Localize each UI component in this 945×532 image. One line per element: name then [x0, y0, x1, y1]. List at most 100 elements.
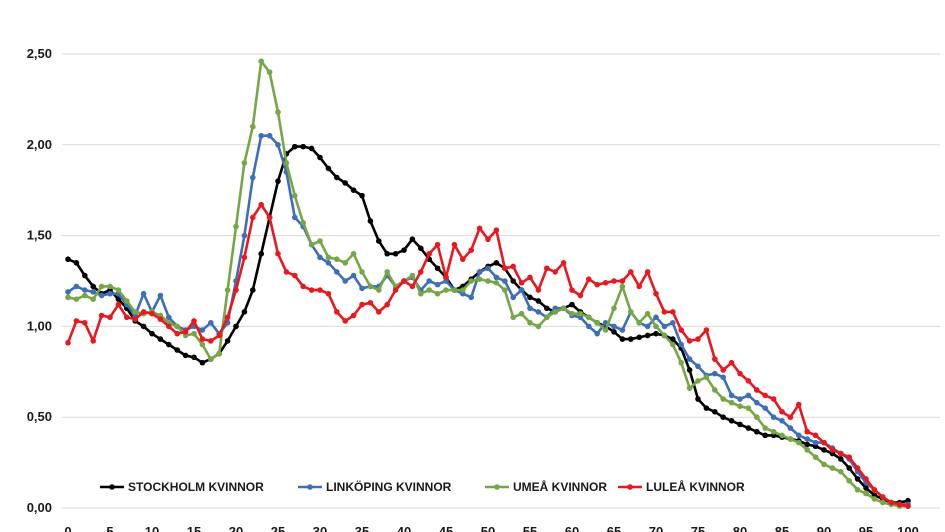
data-point: [443, 274, 449, 281]
data-point: [518, 280, 525, 286]
data-point: [275, 109, 281, 115]
data-point: [250, 214, 256, 221]
data-point: [317, 287, 323, 293]
data-point: [804, 447, 810, 453]
legend-marker: [627, 484, 633, 490]
data-point: [619, 336, 626, 342]
data-point: [812, 432, 819, 439]
data-point: [300, 283, 307, 290]
data-point: [485, 278, 491, 284]
data-point: [670, 336, 676, 342]
data-point: [686, 338, 693, 344]
data-point: [208, 338, 214, 344]
data-point: [779, 408, 785, 415]
data-point: [502, 287, 508, 293]
data-point: [619, 283, 626, 290]
data-point: [334, 174, 340, 181]
data-point: [762, 392, 768, 399]
data-point: [476, 225, 483, 232]
data-point: [796, 401, 802, 408]
x-tick-label: 60: [565, 524, 579, 532]
data-point: [115, 296, 122, 302]
data-point: [233, 287, 239, 293]
data-point: [283, 269, 290, 275]
data-point: [678, 327, 684, 333]
x-axis: 0 5 10 15 20 25 30 35 40 45 50 55 60 65 70 75 80 85 90 95 10…: [64, 524, 918, 532]
data-point: [460, 256, 466, 263]
data-point: [367, 283, 374, 290]
legend-marker: [494, 484, 500, 490]
data-point: [384, 269, 391, 275]
data-point: [518, 310, 525, 317]
data-point: [208, 356, 214, 362]
data-point: [266, 69, 273, 75]
data-point: [182, 352, 189, 359]
data-point: [754, 414, 760, 421]
data-point: [560, 305, 567, 312]
data-point: [359, 269, 365, 275]
data-point: [569, 301, 575, 308]
x-tick-label: 85: [775, 524, 789, 532]
data-point: [401, 247, 407, 253]
data-point: [695, 336, 701, 342]
data-point: [300, 143, 307, 150]
data-point: [342, 318, 349, 324]
data-point: [510, 263, 516, 270]
data-point: [266, 132, 273, 139]
data-point: [712, 370, 718, 377]
data-point: [107, 283, 113, 290]
data-point: [426, 250, 433, 257]
data-point: [653, 314, 659, 321]
data-point: [434, 265, 441, 272]
data-point: [434, 241, 441, 248]
x-tick-label: 100: [897, 524, 919, 532]
data-point: [560, 260, 567, 266]
data-point: [98, 283, 105, 290]
data-point: [712, 387, 718, 393]
data-point: [888, 499, 894, 506]
x-tick-label: 30: [313, 524, 327, 532]
data-point: [863, 476, 869, 482]
data-point: [124, 314, 130, 321]
data-point: [485, 236, 491, 243]
data-point: [854, 487, 861, 493]
data-point: [535, 323, 542, 330]
legend-item: UMEÅ KVINNOR: [485, 479, 607, 494]
data-point: [367, 299, 374, 306]
data-point: [140, 290, 147, 297]
data-point: [90, 338, 96, 344]
data-point: [376, 309, 382, 315]
data-point: [644, 269, 651, 275]
data-point: [468, 294, 475, 301]
data-point: [409, 283, 416, 290]
data-point: [535, 298, 542, 304]
data-point: [82, 292, 88, 299]
data-point: [166, 341, 172, 348]
data-point: [107, 290, 113, 297]
data-point: [678, 341, 684, 348]
data-point: [770, 414, 777, 421]
data-point: [191, 330, 197, 337]
data-point: [65, 289, 71, 295]
data-point: [821, 461, 827, 468]
data-point: [216, 350, 222, 357]
data-point: [191, 354, 197, 361]
data-point: [241, 309, 248, 315]
data-point: [342, 278, 349, 284]
data-point: [703, 327, 710, 333]
data-point: [224, 314, 231, 321]
data-point: [544, 305, 550, 312]
data-point: [695, 363, 701, 370]
data-point: [418, 269, 424, 275]
data-point: [510, 294, 516, 301]
data-point: [787, 414, 794, 421]
data-point: [476, 276, 483, 282]
data-point: [880, 499, 886, 506]
data-point: [762, 432, 768, 439]
x-tick-label: 65: [607, 524, 621, 532]
data-point: [258, 201, 265, 208]
legend-label: UMEÅ KVINNOR: [513, 479, 607, 494]
data-point: [82, 272, 88, 279]
data-point: [266, 214, 273, 221]
